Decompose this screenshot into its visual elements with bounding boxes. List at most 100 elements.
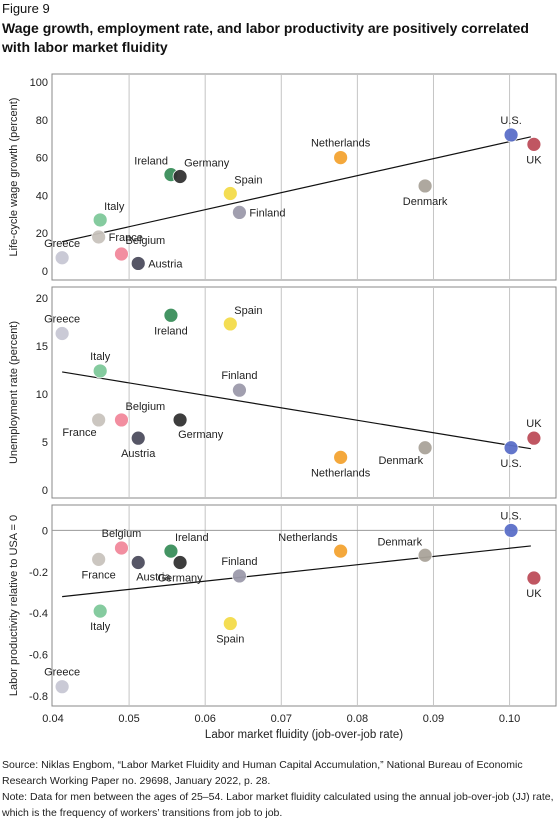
point-label-finland: Finland bbox=[221, 370, 257, 382]
point-netherlands bbox=[333, 150, 349, 166]
point-finland bbox=[232, 568, 247, 584]
trend-line bbox=[62, 371, 531, 450]
point-label-u-s: U.S. bbox=[500, 458, 521, 470]
point-label-spain: Spain bbox=[216, 634, 244, 646]
y-tick-label: 5 bbox=[42, 437, 48, 449]
point-u-s bbox=[503, 440, 519, 456]
point-denmark bbox=[417, 178, 433, 194]
y-tick-label: 10 bbox=[36, 389, 48, 401]
point-label-greece: Greece bbox=[44, 238, 80, 250]
y-tick-label: -0.6 bbox=[29, 650, 48, 662]
x-tick-label: 0.09 bbox=[423, 713, 444, 725]
point-label-uk: UK bbox=[526, 588, 542, 600]
point-austria bbox=[130, 430, 146, 446]
point-label-uk: UK bbox=[526, 154, 542, 166]
point-germany bbox=[172, 412, 188, 428]
panel-frame bbox=[51, 73, 557, 281]
point-label-spain: Spain bbox=[234, 175, 262, 187]
point-label-spain: Spain bbox=[234, 305, 262, 317]
point-label-belgium: Belgium bbox=[125, 235, 165, 247]
point-label-uk: UK bbox=[526, 418, 542, 430]
x-tick-label: 0.08 bbox=[347, 713, 368, 725]
point-france bbox=[91, 412, 107, 428]
point-spain bbox=[222, 316, 238, 332]
point-ireland bbox=[163, 307, 179, 323]
point-belgium bbox=[114, 246, 129, 262]
point-label-belgium: Belgium bbox=[125, 401, 165, 413]
point-denmark bbox=[417, 547, 433, 563]
source-notes: Source: Niklas Engbom, “Labor Market Flu… bbox=[2, 757, 558, 821]
point-label-ireland: Ireland bbox=[175, 532, 209, 544]
point-uk bbox=[526, 570, 542, 586]
point-label-italy: Italy bbox=[90, 621, 111, 633]
y-tick-label: 15 bbox=[36, 341, 48, 353]
point-u-s bbox=[503, 127, 519, 143]
x-axis-label: Labor market fluidity (job-over-job rate… bbox=[205, 729, 403, 741]
point-finland bbox=[232, 205, 247, 220]
panel-frame bbox=[51, 504, 557, 707]
point-label-belgium: Belgium bbox=[102, 528, 142, 540]
point-spain bbox=[222, 616, 238, 631]
point-belgium bbox=[114, 412, 129, 428]
point-label-austria: Austria bbox=[136, 572, 171, 584]
point-label-u-s: U.S. bbox=[500, 510, 521, 522]
point-denmark bbox=[417, 440, 433, 456]
point-label-finland: Finland bbox=[249, 207, 285, 219]
note-line: which is the frequency of workers’ trans… bbox=[2, 807, 283, 819]
point-greece bbox=[54, 679, 70, 695]
y-tick-label: 20 bbox=[36, 228, 48, 240]
x-tick-label: 0.10 bbox=[499, 713, 520, 725]
y-tick-label: 0 bbox=[42, 525, 48, 537]
note-line: Research Working Paper no. 29698, Januar… bbox=[2, 775, 271, 787]
chart-title: Wage growth, employment rate, and labor … bbox=[2, 20, 529, 55]
point-label-germany: Germany bbox=[157, 573, 203, 585]
point-label-greece: Greece bbox=[44, 314, 80, 326]
y-tick-label: 40 bbox=[36, 190, 48, 202]
point-label-italy: Italy bbox=[90, 351, 111, 363]
point-netherlands bbox=[333, 449, 349, 465]
point-label-france: France bbox=[82, 569, 116, 581]
point-italy bbox=[92, 363, 108, 379]
y-tick-label: -0.4 bbox=[29, 608, 48, 620]
figure-label: Figure 9 bbox=[2, 1, 50, 16]
point-germany bbox=[172, 169, 188, 184]
x-tick-label: 0.07 bbox=[271, 713, 292, 725]
point-label-denmark: Denmark bbox=[378, 455, 423, 467]
point-label-netherlands: Netherlands bbox=[278, 532, 338, 544]
point-label-ireland: Ireland bbox=[154, 325, 188, 337]
point-italy bbox=[92, 603, 108, 619]
y-tick-label: 0 bbox=[42, 485, 48, 497]
trend-line bbox=[62, 545, 531, 598]
point-label-germany: Germany bbox=[178, 429, 224, 441]
point-label-denmark: Denmark bbox=[403, 196, 448, 208]
point-label-netherlands: Netherlands bbox=[311, 138, 371, 150]
y-tick-label: -0.8 bbox=[29, 691, 48, 703]
point-label-austria: Austria bbox=[148, 258, 183, 270]
point-label-greece: Greece bbox=[44, 667, 80, 679]
note-line: Note: Data for men between the ages of 2… bbox=[2, 791, 554, 803]
point-greece bbox=[54, 250, 70, 266]
point-label-austria: Austria bbox=[121, 448, 156, 460]
trend-line bbox=[62, 136, 531, 243]
point-label-france: France bbox=[109, 232, 143, 244]
point-uk bbox=[526, 136, 542, 152]
point-label-netherlands: Netherlands bbox=[311, 467, 371, 479]
point-label-u-s: U.S. bbox=[500, 115, 521, 127]
point-austria bbox=[130, 555, 146, 570]
y-tick-label: 100 bbox=[30, 77, 48, 89]
point-italy bbox=[92, 212, 108, 228]
y-tick-label: 20 bbox=[36, 293, 48, 305]
point-label-finland: Finland bbox=[221, 556, 257, 568]
point-france bbox=[91, 551, 107, 567]
point-label-germany: Germany bbox=[184, 158, 230, 170]
point-label-france: France bbox=[62, 427, 96, 439]
point-belgium bbox=[114, 540, 129, 556]
x-tick-label: 0.04 bbox=[42, 713, 63, 725]
y-tick-label: 80 bbox=[36, 115, 48, 127]
point-austria bbox=[130, 256, 146, 271]
y-tick-label: -0.2 bbox=[29, 567, 48, 579]
point-u-s bbox=[503, 523, 519, 538]
point-label-ireland: Ireland bbox=[134, 156, 168, 168]
point-finland bbox=[232, 382, 247, 398]
